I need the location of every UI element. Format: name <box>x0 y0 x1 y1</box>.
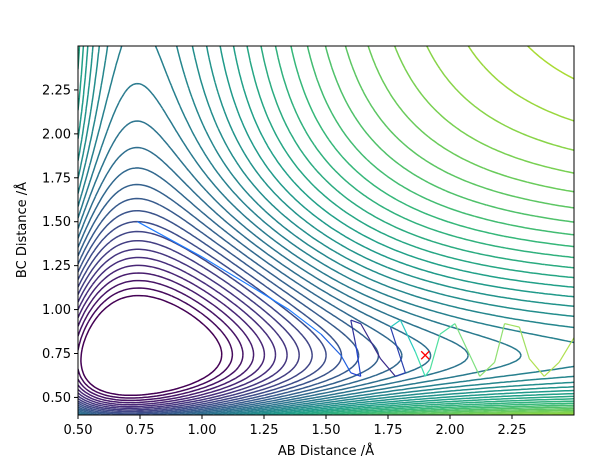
trajectory-segment <box>137 221 203 258</box>
trajectory-end-marker <box>420 350 430 360</box>
contour-level-14 <box>78 146 432 415</box>
x-tick-label: 0.75 <box>126 423 155 438</box>
x-tick-label: 2.25 <box>498 423 527 438</box>
contour-level-29 <box>344 46 574 415</box>
trajectory <box>137 221 574 377</box>
y-axis-ticks: 0.50 0.75 1.00 1.25 1.50 1.75 2.00 2.25 <box>42 83 78 406</box>
x-tick-label: 2.00 <box>436 423 465 438</box>
contour-level-10 <box>78 209 343 415</box>
y-tick-label: 2.25 <box>42 83 71 98</box>
x-tick-label: 1.50 <box>312 423 341 438</box>
y-tick-label: 1.75 <box>42 171 71 186</box>
trajectory-segment <box>340 354 352 374</box>
contour-level-5 <box>78 256 277 408</box>
trajectory-segment <box>288 309 322 335</box>
contour-level-12 <box>78 183 380 415</box>
contour-level-1 <box>78 287 234 399</box>
x-tick-label: 1.25 <box>250 423 279 438</box>
trajectory-segment <box>251 286 290 311</box>
y-tick-label: 0.75 <box>42 347 71 362</box>
contour-level-32 <box>426 46 574 415</box>
contour-level-8 <box>78 230 313 413</box>
trajectory-segment <box>469 355 481 377</box>
contour-level-9 <box>78 220 327 414</box>
contour-level-15 <box>78 120 469 415</box>
contour-level-11 <box>78 197 360 415</box>
trajectory-segment <box>439 323 456 335</box>
x-tick-label: 0.50 <box>64 423 93 438</box>
trajectory-segment <box>399 319 416 352</box>
x-axis-ticks: 0.50 0.75 1.00 1.25 1.50 1.75 2.00 2.25 <box>64 415 527 438</box>
contour-level-0 <box>80 294 223 397</box>
marker-x-stroke <box>420 350 430 360</box>
y-tick-label: 1.00 <box>42 303 71 318</box>
trajectory-segment <box>380 358 396 377</box>
y-tick-label: 1.50 <box>42 215 71 230</box>
trajectory-segment <box>543 361 560 377</box>
contour-level-3 <box>78 272 255 404</box>
trajectory-segment <box>389 326 406 374</box>
trajectory-segment <box>201 256 252 288</box>
trajectory-segment <box>350 372 361 377</box>
contour-level-13 <box>78 167 403 415</box>
trajectory-segment <box>390 319 401 328</box>
contour-level-6 <box>78 248 288 410</box>
trajectory-segment <box>558 337 574 363</box>
trajectory-segment <box>395 372 406 377</box>
contour-level-2 <box>78 279 244 402</box>
trajectory-segment <box>414 351 426 377</box>
trajectory-segment <box>479 361 496 377</box>
x-tick-label: 1.00 <box>188 423 217 438</box>
trajectory-segment <box>320 333 342 356</box>
x-tick-label: 1.75 <box>374 423 403 438</box>
trajectory-segment <box>518 326 530 359</box>
y-tick-label: 2.00 <box>42 127 71 142</box>
y-axis-label: BC Distance /Å <box>14 182 30 278</box>
contour-level-4 <box>78 264 266 406</box>
contour-level-7 <box>78 239 300 411</box>
trajectory-segment <box>528 358 545 377</box>
trajectory-segment <box>504 323 520 328</box>
y-tick-label: 0.50 <box>42 391 71 406</box>
trajectory-segment <box>355 344 362 377</box>
trajectory-segment <box>429 334 441 370</box>
trajectory-segment <box>424 368 431 377</box>
x-axis-label: AB Distance /Å <box>278 443 374 459</box>
y-tick-label: 1.25 <box>42 259 71 274</box>
trajectory-segment <box>350 319 357 345</box>
trajectory-segment <box>360 323 382 360</box>
trajectory-segment <box>494 323 506 363</box>
trajectory-segment <box>454 323 471 356</box>
trajectory-segment <box>350 319 361 325</box>
contour-level-34 <box>527 46 574 80</box>
